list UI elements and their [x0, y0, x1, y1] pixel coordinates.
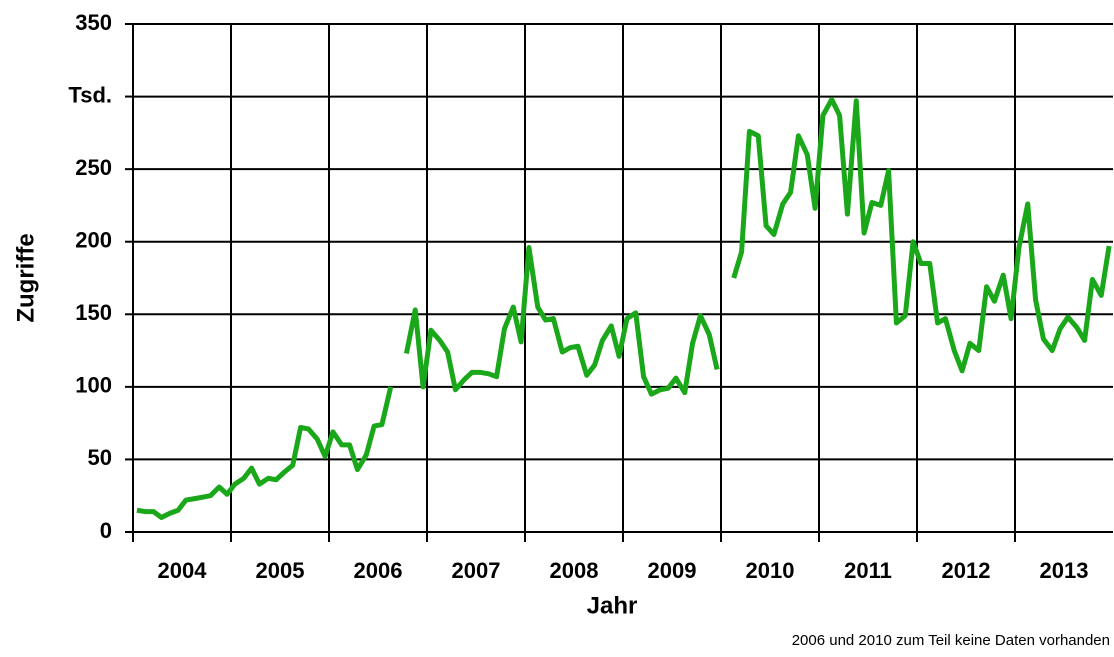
- x-tick-label: 2012: [942, 558, 991, 583]
- y-tick-label: 150: [75, 300, 112, 325]
- x-axis-title: Jahr: [587, 592, 638, 619]
- x-tick-label: 2013: [1040, 558, 1089, 583]
- y-tick-label: 250: [75, 155, 112, 180]
- y-tick-label: Tsd.: [68, 82, 112, 107]
- annotation: 2006 und 2010 zum Teil keine Daten vorha…: [792, 632, 1110, 649]
- y-tick-label: 350: [75, 10, 112, 35]
- x-tick-label: 2004: [158, 558, 208, 583]
- x-tick-label: 2009: [648, 558, 697, 583]
- y-tick-label: 50: [88, 445, 112, 470]
- y-tick-label: 0: [100, 518, 112, 543]
- x-tick-label: 2005: [256, 558, 305, 583]
- x-tick-label: 2010: [746, 558, 795, 583]
- y-axis-title: Zugriffe: [12, 233, 39, 322]
- data-line: [136, 96, 1112, 520]
- x-tick-label: 2011: [844, 558, 892, 583]
- y-tick-label: 100: [75, 373, 112, 398]
- x-tick-label: 2007: [452, 558, 501, 583]
- x-tick-label: 2006: [354, 558, 403, 583]
- y-tick-label: 200: [75, 228, 112, 253]
- x-tick-label: 2008: [550, 558, 599, 583]
